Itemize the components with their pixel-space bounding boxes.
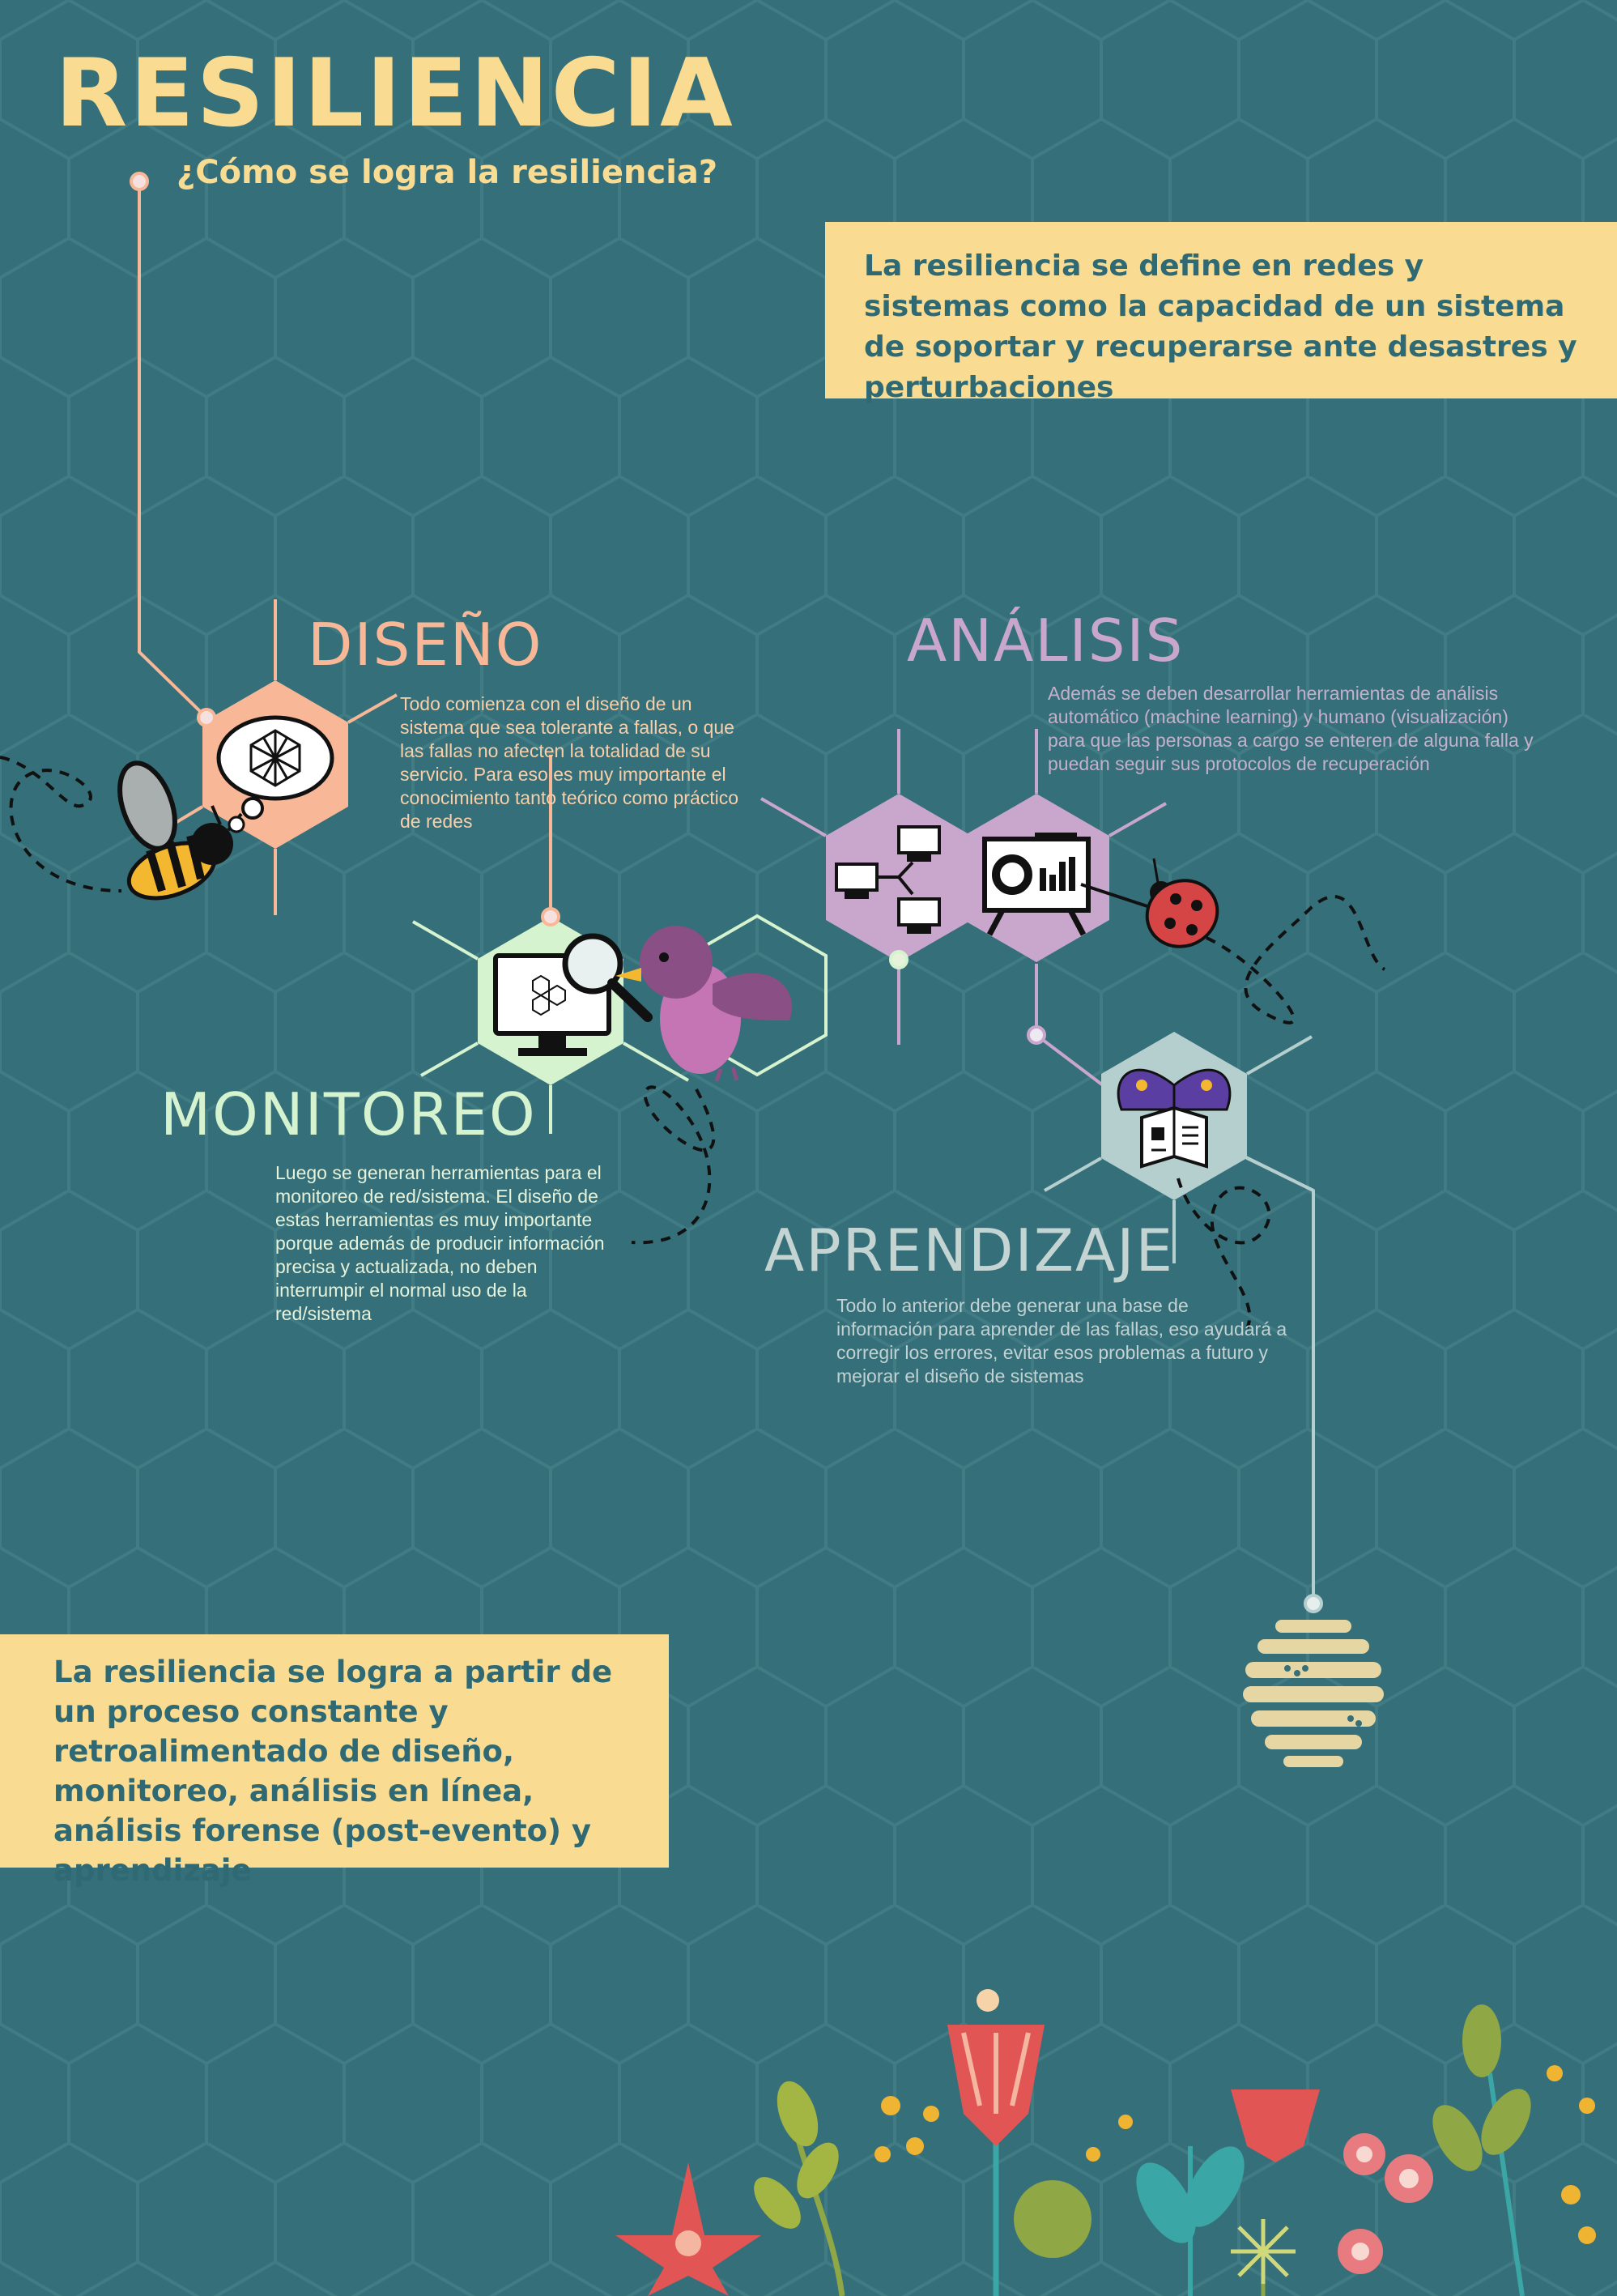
monitor-magnifier-icon xyxy=(493,933,653,1056)
bird-flight-trail xyxy=(631,1085,716,1245)
network-thought-icon xyxy=(216,715,334,830)
page-title: RESILIENCIA xyxy=(55,39,735,148)
section-text-aprendizaje: Todo lo anterior debe generar una base d… xyxy=(836,1295,1287,1387)
section-title-diseno: DISEÑO xyxy=(308,611,543,679)
section-text-analisis: Además se deben desarrollar herramientas… xyxy=(1048,683,1534,774)
presentation-chart-icon xyxy=(982,833,1091,936)
section-title-aprendizaje: APRENDIZAJE xyxy=(764,1216,1175,1284)
butterfly-flight-trail xyxy=(1177,1178,1271,1329)
summary-callout: La resiliencia se logra a partir de un p… xyxy=(0,1634,669,1888)
ladybug-icon xyxy=(1080,858,1219,948)
ladybug-flight-trail xyxy=(1206,895,1386,1024)
beehive-icon xyxy=(1243,1620,1384,1767)
butterfly-reading-icon xyxy=(1117,1068,1232,1169)
page-subtitle: ¿Cómo se logra la resiliencia? xyxy=(177,154,718,191)
flowers-decoration xyxy=(615,1989,1596,2296)
section-title-monitoreo: MONITOREO xyxy=(160,1080,537,1148)
section-text-diseno: Todo comienza con el diseño de un sistem… xyxy=(400,693,739,832)
section-text-monitoreo: Luego se generan herramientas para el mo… xyxy=(275,1162,605,1324)
bird-icon xyxy=(615,926,793,1082)
definition-callout: La resiliencia se define en redes y sist… xyxy=(825,222,1617,404)
bee-icon xyxy=(117,760,245,901)
bee-flight-trail xyxy=(0,756,122,892)
section-title-analisis: ANÁLISIS xyxy=(907,607,1185,675)
network-computers-icon xyxy=(835,825,941,934)
